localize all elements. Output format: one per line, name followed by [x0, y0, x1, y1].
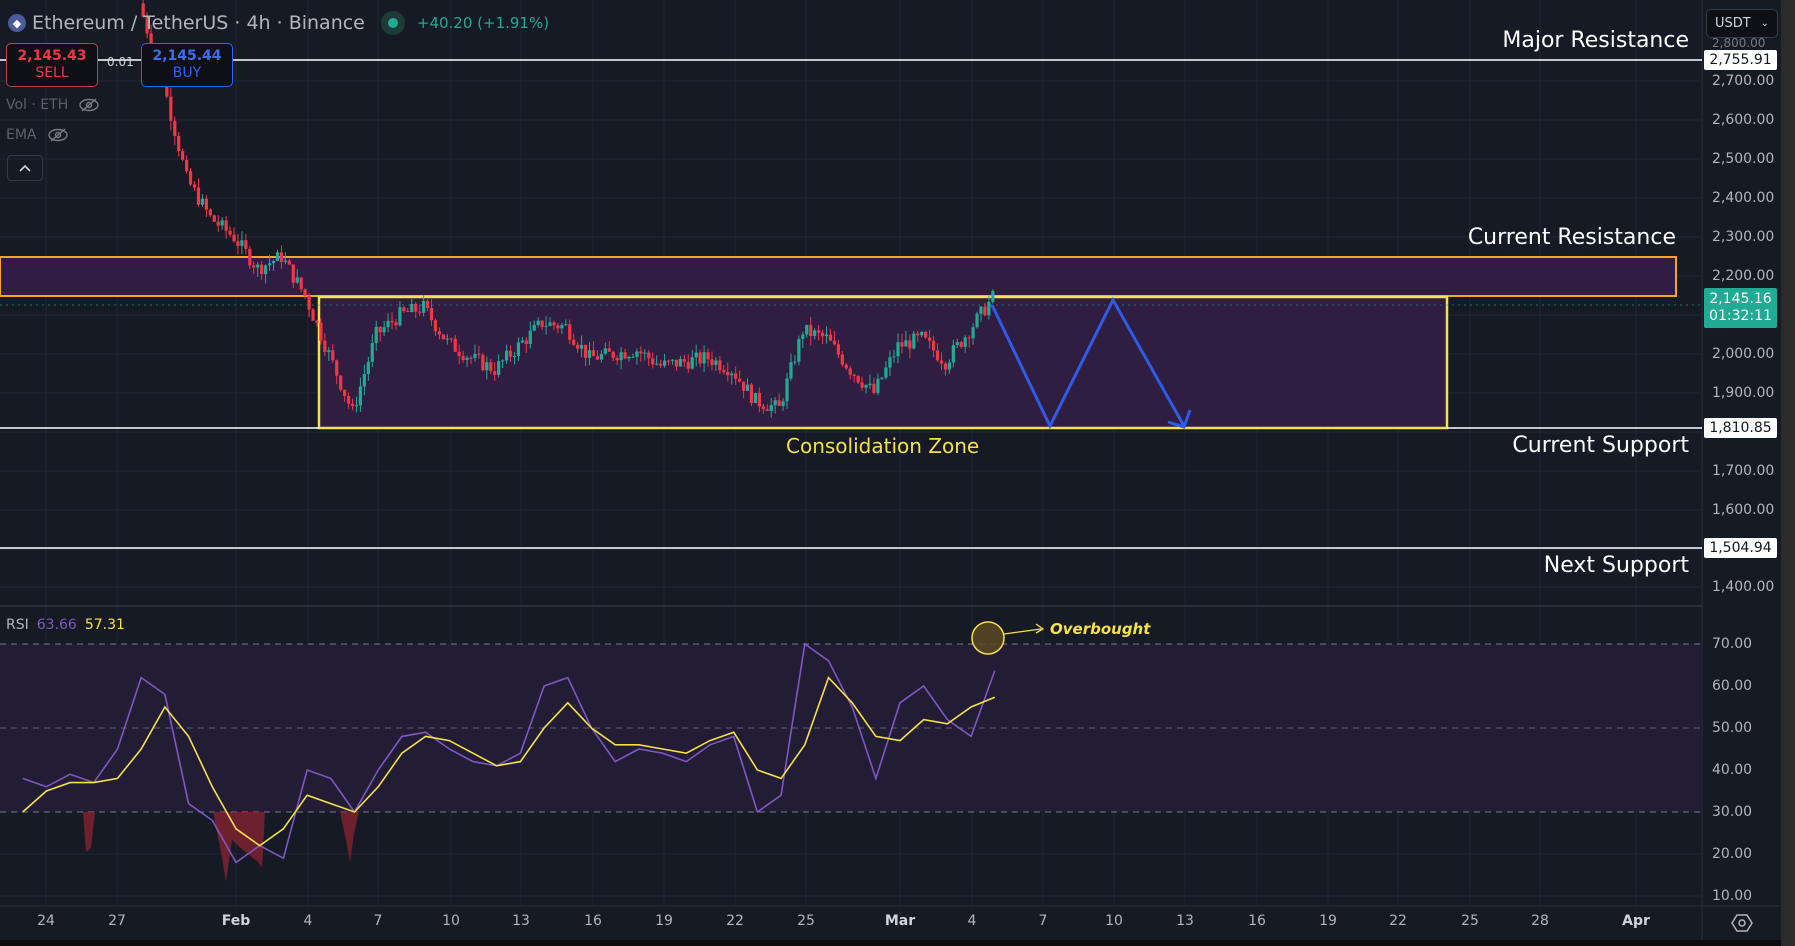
time-tick: 4 [303, 913, 313, 929]
projection-path [990, 296, 1186, 430]
time-tick: 7 [1038, 913, 1048, 929]
rsi-tick: 70.00 [1712, 636, 1753, 652]
rsi-tick: 60.00 [1712, 678, 1753, 694]
eye-hidden-icon[interactable] [78, 97, 100, 113]
symbol-title[interactable]: Ethereum / TetherUS · 4h · Binance [32, 12, 365, 34]
bar-countdown: 01:32:11 [1709, 308, 1772, 324]
currency-value: USDT [1715, 16, 1751, 31]
ethereum-logo-icon: ◆ [8, 14, 26, 32]
indicator-ema[interactable]: EMA [6, 124, 69, 146]
time-tick: 22 [1389, 913, 1407, 929]
rsi-tick: 10.00 [1712, 888, 1753, 904]
currency-select[interactable]: USDT ⌄ [1706, 9, 1778, 38]
price-tick: 1,400.00 [1712, 579, 1775, 595]
projection-arrowhead [1167, 409, 1192, 429]
market-status-icon [380, 11, 405, 35]
chevron-down-icon: ⌄ [1760, 18, 1769, 29]
time-tick: 25 [1461, 913, 1479, 929]
time-tick: 13 [512, 913, 530, 929]
sell-price: 2,145.43 [17, 48, 87, 64]
price-tick: 2,300.00 [1712, 229, 1775, 245]
major-resistance-label: Major Resistance [1502, 28, 1689, 53]
rsi-value: 63.66 [36, 617, 77, 633]
rsi-ma-value: 57.31 [84, 617, 125, 633]
spread-value: 0.01 [107, 55, 134, 69]
price-tick: 2,500.00 [1712, 151, 1775, 167]
time-tick: 7 [373, 913, 383, 929]
time-tick: 13 [1176, 913, 1194, 929]
chart-settings-gear-icon[interactable] [1731, 912, 1753, 934]
next-support-tag: 1,504.94 [1704, 538, 1777, 558]
rsi-ma-line [22, 676, 996, 847]
price-change: +40.20 (+1.91%) [416, 14, 550, 32]
rsi-legend[interactable]: RSI 63.66 57.31 [6, 617, 125, 633]
time-tick: 16 [584, 913, 602, 929]
time-tick: Feb [221, 913, 251, 929]
rsi-tick: 40.00 [1712, 762, 1753, 778]
sell-label: SELL [35, 65, 69, 81]
price-tick: 2,400.00 [1712, 190, 1775, 206]
time-tick: 10 [1105, 913, 1123, 929]
price-tick: 2,200.00 [1712, 268, 1775, 284]
indicator-volume[interactable]: Vol · ETH [6, 94, 100, 116]
price-tick: 2,600.00 [1712, 112, 1775, 128]
time-tick: 22 [726, 913, 744, 929]
rsi-tick: 50.00 [1712, 720, 1753, 736]
time-tick: 27 [108, 913, 126, 929]
last-price-tag: 2,145.16 01:32:11 [1704, 288, 1777, 328]
time-tick: 10 [442, 913, 460, 929]
current-resistance-label: Current Resistance [1467, 225, 1676, 250]
ema-indicator-label: EMA [6, 127, 37, 143]
overbought-label: Overbought [1050, 620, 1151, 638]
consolidation-zone-label: Consolidation Zone [786, 434, 980, 458]
rsi-line [22, 642, 996, 864]
buy-label: BUY [172, 65, 202, 81]
next-support-label: Next Support [1543, 553, 1689, 578]
rsi-tick: 30.00 [1712, 804, 1753, 820]
time-tick: 16 [1248, 913, 1266, 929]
buy-button[interactable]: 2,145.44 BUY [141, 43, 233, 87]
oversold-fill [83, 812, 359, 882]
price-tick: 1,600.00 [1712, 502, 1775, 518]
current-support-tag: 1,810.85 [1704, 418, 1777, 438]
candlestick-series [141, 0, 995, 418]
time-tick: 19 [655, 913, 673, 929]
time-tick: 24 [37, 913, 55, 929]
rsi-label: RSI [6, 617, 29, 633]
price-tick: 1,700.00 [1712, 463, 1775, 479]
price-tick-clipped: 2,800.00 [1712, 36, 1766, 50]
time-tick: 28 [1531, 913, 1549, 929]
collapse-indicators-button[interactable] [7, 155, 43, 181]
sell-button[interactable]: 2,145.43 SELL [6, 43, 98, 87]
time-tick: 4 [967, 913, 977, 929]
price-tick: 2,700.00 [1712, 73, 1775, 89]
current-support-label: Current Support [1512, 433, 1689, 458]
chevron-up-icon [19, 164, 31, 172]
last-price: 2,145.16 [1709, 291, 1772, 307]
window-bottom-edge [0, 940, 1781, 946]
price-tick: 1,900.00 [1712, 385, 1775, 401]
overbought-marker [971, 621, 1005, 655]
price-tick: 2,000.00 [1712, 346, 1775, 362]
time-tick: 25 [797, 913, 815, 929]
symbol-legend[interactable]: ◆ Ethereum / TetherUS · 4h · Binance +40… [8, 10, 549, 36]
time-tick: 19 [1319, 913, 1337, 929]
time-tick: Apr [1622, 913, 1650, 929]
major-resistance-tag: 2,755.91 [1704, 50, 1777, 70]
rsi-tick: 20.00 [1712, 846, 1753, 862]
window-edge [1781, 0, 1795, 946]
eye-hidden-icon[interactable] [47, 127, 69, 143]
time-tick: Mar [884, 913, 916, 929]
volume-indicator-label: Vol · ETH [6, 97, 69, 113]
buy-price: 2,145.44 [152, 48, 222, 64]
